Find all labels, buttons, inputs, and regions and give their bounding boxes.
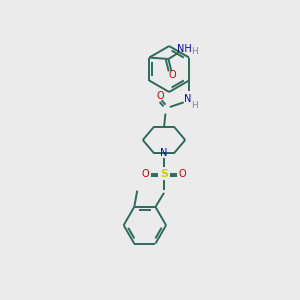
Text: O: O [169,70,177,80]
Text: N: N [184,94,191,104]
Text: N: N [160,148,168,158]
Text: O: O [142,169,150,179]
Text: S: S [160,169,168,179]
Text: H: H [191,101,197,110]
Text: H: H [190,47,197,56]
Text: O: O [156,91,164,101]
Text: O: O [178,169,186,179]
Text: NH: NH [177,44,192,54]
